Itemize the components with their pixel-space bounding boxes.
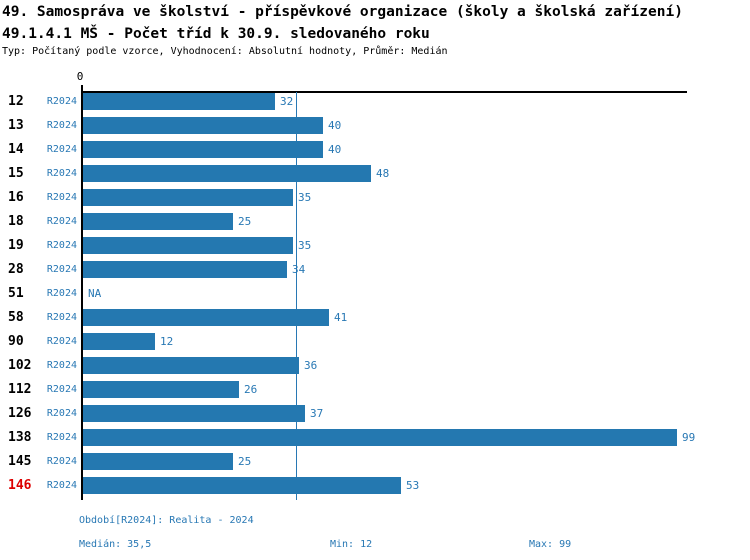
bar-value-label: 40 [328,119,342,132]
bar-value-label: 37 [310,407,324,420]
bar [83,477,401,494]
row-period-label: R2024 [46,384,77,395]
footer-median-label: Medián: 35,5 [79,539,152,550]
bar [83,165,371,182]
row-category-label: 16 [8,190,24,205]
bar-value-label: 26 [244,383,258,396]
bar-value-label: 25 [238,455,252,468]
row-category-label: 102 [8,358,32,373]
row-period-label: R2024 [46,216,77,227]
bar [83,405,305,422]
row-period-label: R2024 [46,312,77,323]
bar-value-label: 48 [376,167,390,180]
row-category-label: 145 [8,454,32,469]
row-period-label: R2024 [46,168,77,179]
bar-value-label: 35 [298,239,312,252]
bar [83,93,275,110]
row-period-label: R2024 [46,432,77,443]
row-period-label: R2024 [46,456,77,467]
row-period-label: R2024 [46,96,77,107]
row-category-label: 12 [8,94,24,109]
bar [83,381,239,398]
bar [83,261,287,278]
page-title-line2: 49.1.4.1 MŠ - Počet tříd k 30.9. sledova… [2,26,430,42]
row-category-label: 19 [8,238,24,253]
footer-period-label: Období[R2024]: Realita - 2024 [79,515,254,526]
bar-value-label: 41 [334,311,348,324]
row-category-label: 13 [8,118,24,133]
bar [83,213,233,230]
row-category-label: 90 [8,334,24,349]
x-axis-zero-tick-label: 0 [76,70,84,83]
bar [83,333,155,350]
bar [83,189,293,206]
row-category-label: 51 [8,286,24,301]
bar-value-label: 36 [304,359,318,372]
bar [83,309,329,326]
row-period-label: R2024 [46,336,77,347]
row-period-label: R2024 [46,288,77,299]
row-period-label: R2024 [46,408,77,419]
row-category-label: 58 [8,310,24,325]
footer-min-label: Min: 12 [330,539,373,550]
row-category-label: 112 [8,382,32,397]
bar [83,357,299,374]
bar [83,141,323,158]
bar-value-label: 35 [298,191,312,204]
footer-max-label: Max: 99 [529,539,572,550]
bar-value-label: 53 [406,479,420,492]
chart-subtitle: Typ: Počítaný podle vzorce, Vyhodnocení:… [2,46,448,57]
row-period-label: R2024 [46,240,77,251]
row-category-label: 18 [8,214,24,229]
y-axis-line [81,85,83,500]
bar-value-label: 12 [160,335,174,348]
bar-value-label: 25 [238,215,252,228]
bar [83,117,323,134]
bar-value-label: NA [88,287,102,300]
bar-value-label: 34 [292,263,306,276]
bar-value-label: 32 [280,95,294,108]
row-category-label: 146 [8,478,32,493]
row-category-label: 14 [8,142,24,157]
bar [83,453,233,470]
row-period-label: R2024 [46,120,77,131]
bar-value-label: 40 [328,143,342,156]
row-category-label: 28 [8,262,24,277]
row-category-label: 15 [8,166,24,181]
median-reference-line [296,92,297,500]
row-period-label: R2024 [46,360,77,371]
x-axis-line [81,91,687,93]
row-category-label: 126 [8,406,32,421]
row-period-label: R2024 [46,264,77,275]
row-period-label: R2024 [46,480,77,491]
row-category-label: 138 [8,430,32,445]
bar [83,237,293,254]
row-period-label: R2024 [46,192,77,203]
row-period-label: R2024 [46,144,77,155]
bar [83,429,677,446]
page-title-line1: 49. Samospráva ve školství - příspěvkové… [2,4,683,20]
bar-value-label: 99 [682,431,696,444]
